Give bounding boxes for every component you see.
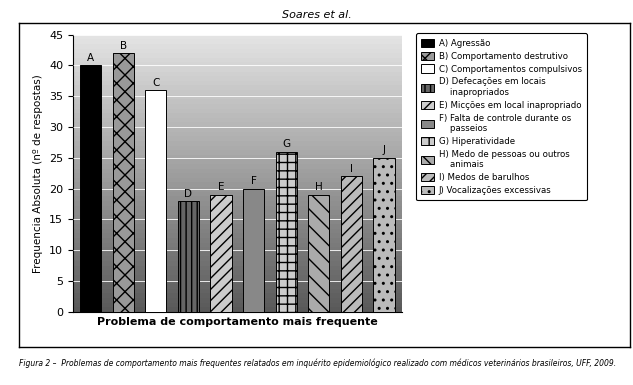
Bar — [73, 201, 402, 206]
Text: J: J — [382, 146, 385, 156]
Bar — [73, 256, 402, 261]
Bar — [73, 58, 402, 62]
Bar — [73, 293, 402, 298]
Bar — [73, 141, 402, 146]
Bar — [73, 155, 402, 159]
Text: I: I — [350, 164, 353, 174]
Bar — [73, 169, 402, 173]
Bar — [73, 252, 402, 256]
Bar — [73, 280, 402, 284]
Bar — [73, 187, 402, 192]
Bar — [73, 307, 402, 312]
Bar — [73, 178, 402, 182]
Bar — [73, 266, 402, 270]
Bar — [73, 67, 402, 72]
Bar — [73, 109, 402, 113]
Bar — [73, 62, 402, 67]
Bar — [73, 95, 402, 99]
Text: G: G — [282, 139, 291, 149]
Bar — [73, 49, 402, 53]
Bar — [73, 150, 402, 155]
Bar — [73, 122, 402, 127]
Bar — [178, 201, 199, 312]
Bar — [73, 173, 402, 178]
Bar — [73, 182, 402, 187]
Text: C: C — [152, 78, 160, 88]
X-axis label: Problema de comportamento mais frequente: Problema de comportamento mais frequente — [97, 317, 378, 327]
Legend: A) Agressão, B) Comportamento destrutivo, C) Comportamentos compulsivos, D) Defe: A) Agressão, B) Comportamento destrutivo… — [416, 33, 587, 200]
Text: F: F — [251, 176, 256, 186]
Bar — [73, 229, 402, 233]
Bar — [73, 210, 402, 215]
Bar — [73, 261, 402, 266]
Text: B: B — [120, 41, 127, 51]
Bar — [73, 44, 402, 49]
Bar — [73, 224, 402, 229]
Bar — [73, 247, 402, 252]
Bar — [73, 238, 402, 243]
Bar — [73, 146, 402, 150]
Text: Figura 2 –  Problemas de comportamento mais frequentes relatados em inquérito ep: Figura 2 – Problemas de comportamento ma… — [19, 358, 616, 368]
Bar — [73, 39, 402, 44]
Bar — [73, 243, 402, 247]
Bar — [73, 298, 402, 303]
Bar — [73, 85, 402, 90]
Bar — [73, 284, 402, 289]
Bar — [211, 195, 232, 312]
Bar — [73, 90, 402, 95]
Bar — [73, 132, 402, 136]
Bar — [73, 104, 402, 109]
Bar — [73, 159, 402, 164]
Bar — [373, 158, 394, 312]
Text: A: A — [87, 53, 94, 63]
Bar — [73, 72, 402, 76]
Bar — [80, 65, 101, 312]
Bar — [73, 164, 402, 169]
Bar — [73, 206, 402, 210]
Text: D: D — [184, 189, 192, 199]
Bar — [73, 192, 402, 196]
Bar — [73, 303, 402, 307]
Y-axis label: Frequencia Absoluta (nº de respostas): Frequencia Absoluta (nº de respostas) — [34, 74, 44, 273]
Text: H: H — [315, 182, 323, 192]
Bar — [73, 289, 402, 293]
Bar — [73, 113, 402, 118]
Bar — [243, 189, 264, 312]
Bar — [73, 53, 402, 58]
Bar — [73, 215, 402, 219]
Bar — [113, 53, 134, 312]
Bar — [73, 118, 402, 122]
Bar — [308, 195, 329, 312]
Bar — [73, 233, 402, 238]
Bar — [73, 76, 402, 81]
Bar — [275, 152, 297, 312]
Text: Soares et al.: Soares et al. — [282, 10, 351, 20]
Text: E: E — [218, 182, 224, 192]
Bar — [73, 99, 402, 104]
Bar — [73, 136, 402, 141]
Bar — [73, 275, 402, 280]
Bar — [73, 81, 402, 85]
Bar — [73, 270, 402, 275]
Bar — [73, 127, 402, 132]
Bar — [73, 219, 402, 224]
Bar — [146, 90, 166, 312]
Bar — [341, 176, 362, 312]
Bar — [73, 196, 402, 201]
Bar — [73, 35, 402, 39]
